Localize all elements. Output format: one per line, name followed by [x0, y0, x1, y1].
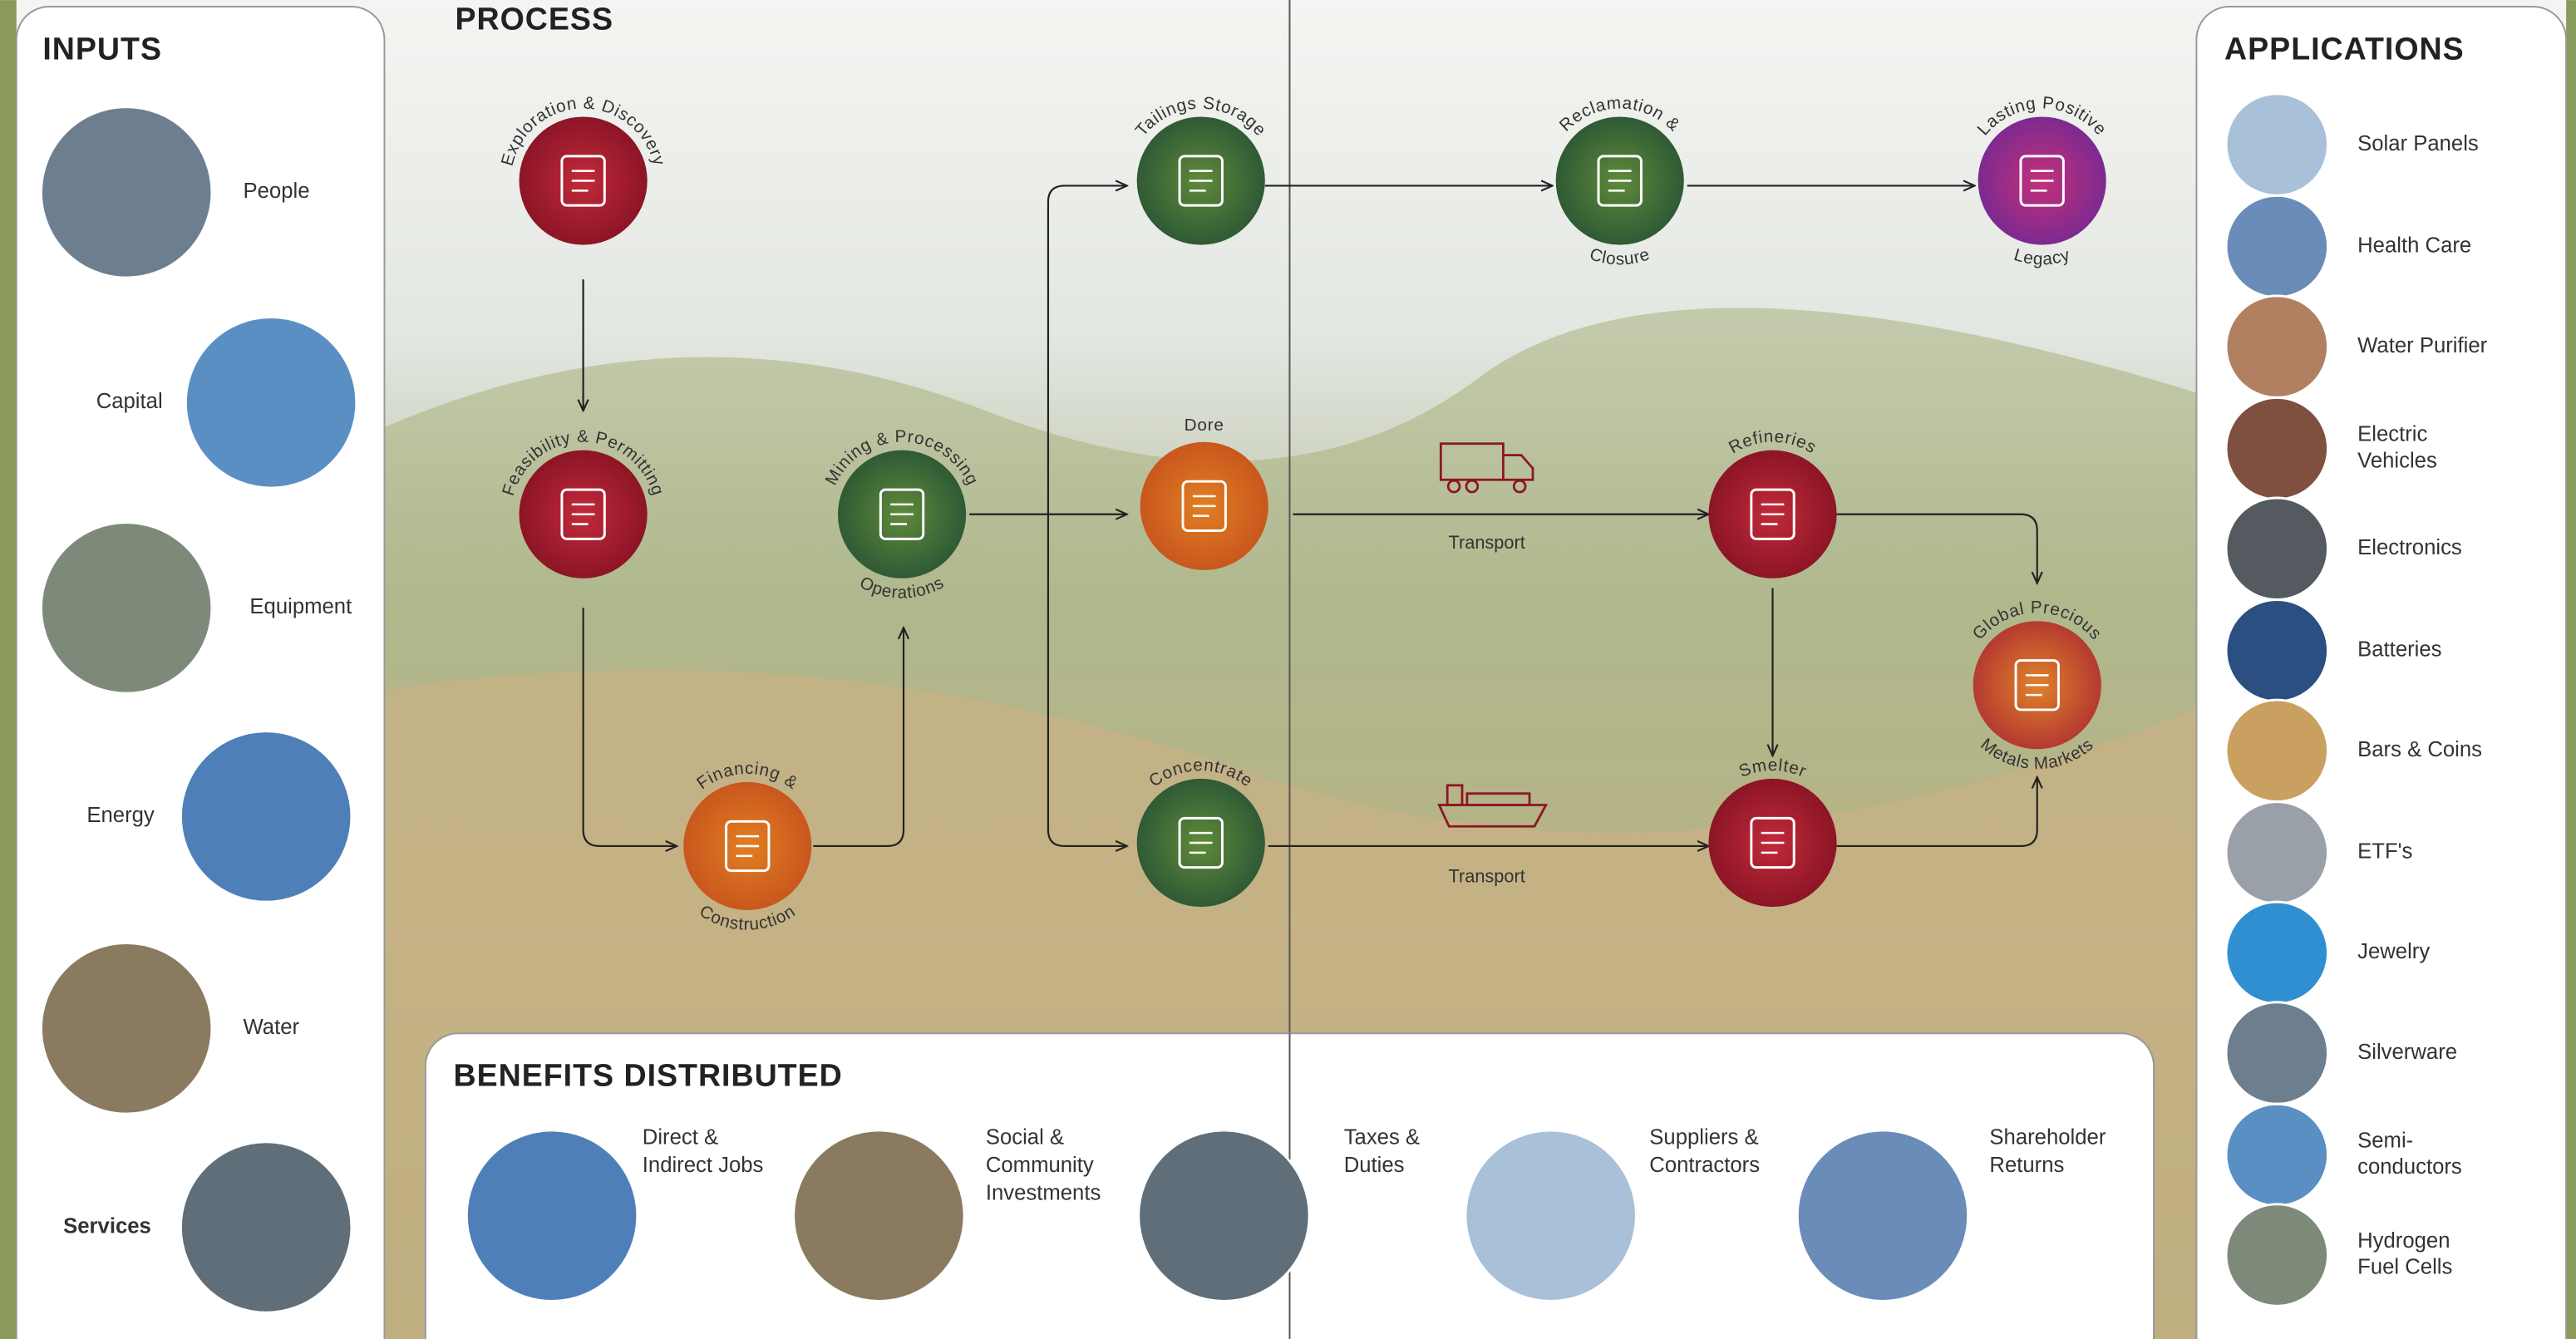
application-label: Water Purifier [2357, 334, 2488, 357]
benefit-label: Suppliers & [1649, 1126, 1758, 1149]
application-label: Solar Panels [2357, 132, 2479, 155]
photo [2226, 498, 2328, 600]
benefit-label: Shareholder [1989, 1126, 2106, 1149]
applications-title: APPLICATIONS [2224, 31, 2465, 66]
photo [2226, 195, 2328, 298]
photo [41, 523, 212, 694]
photo [2226, 600, 2328, 702]
input-label: Water [244, 1016, 300, 1039]
photo [2226, 94, 2328, 196]
benefit-label: Duties [1344, 1154, 1405, 1177]
node-label: Dore [1185, 416, 1224, 435]
input-label: Energy [86, 804, 155, 827]
benefit-label: Social & [986, 1126, 1064, 1149]
photo [466, 1130, 638, 1302]
diagram: INPUTS PROCESS BENEFITS DISTRIBUTED APPL… [0, 0, 2576, 1339]
benefit-label: Investments [986, 1182, 1101, 1205]
photo [1139, 1130, 1310, 1302]
photo [2226, 700, 2328, 802]
benefit-label: Community [986, 1154, 1094, 1177]
photo [2226, 1002, 2328, 1105]
photo [41, 107, 212, 278]
benefit-label: Contractors [1649, 1154, 1760, 1177]
benefit-label: Direct & [643, 1126, 718, 1149]
benefit-label: Returns [1989, 1154, 2064, 1177]
process-title: PROCESS [455, 2, 613, 37]
application-label: Bars & Coins [2357, 738, 2482, 761]
input-label: Services [63, 1214, 151, 1238]
transport-label: Transport [1449, 865, 1525, 886]
application-label: Silverware [2357, 1041, 2457, 1064]
photo [180, 731, 352, 903]
photo [180, 1142, 352, 1313]
photo [2226, 397, 2328, 500]
photo [41, 943, 212, 1115]
application-label: Hydrogen [2357, 1229, 2450, 1253]
application-label: Electronics [2357, 536, 2462, 559]
application-label: conductors [2357, 1155, 2462, 1179]
benefit-label: Indirect Jobs [643, 1154, 764, 1177]
input-label: People [244, 180, 310, 203]
photo [2226, 1104, 2328, 1206]
page: {"inputs":{"title":"INPUTS","items":["Pe… [0, 0, 2576, 1339]
benefits-title: BENEFITS DISTRIBUTED [453, 1058, 842, 1093]
application-label: Electric [2357, 423, 2427, 446]
photo [794, 1130, 965, 1302]
application-label: Vehicles [2357, 449, 2437, 472]
photo [2226, 802, 2328, 904]
application-label: Semi- [2357, 1129, 2413, 1152]
photo [185, 318, 357, 489]
photo [2226, 902, 2328, 1004]
input-label: Equipment [249, 595, 352, 618]
input-label: Capital [96, 390, 163, 413]
inputs-title: INPUTS [42, 31, 162, 66]
transport-label: Transport [1449, 532, 1525, 553]
application-label: Batteries [2357, 638, 2441, 662]
application-label: Fuel Cells [2357, 1256, 2452, 1279]
photo [2226, 296, 2328, 398]
application-label: ETF's [2357, 840, 2412, 864]
application-label: Health Care [2357, 234, 2471, 257]
photo [2226, 1204, 2328, 1307]
photo [1465, 1130, 1637, 1302]
benefit-label: Taxes & [1344, 1126, 1420, 1149]
photo [1797, 1130, 1968, 1302]
application-label: Jewelry [2357, 940, 2430, 963]
